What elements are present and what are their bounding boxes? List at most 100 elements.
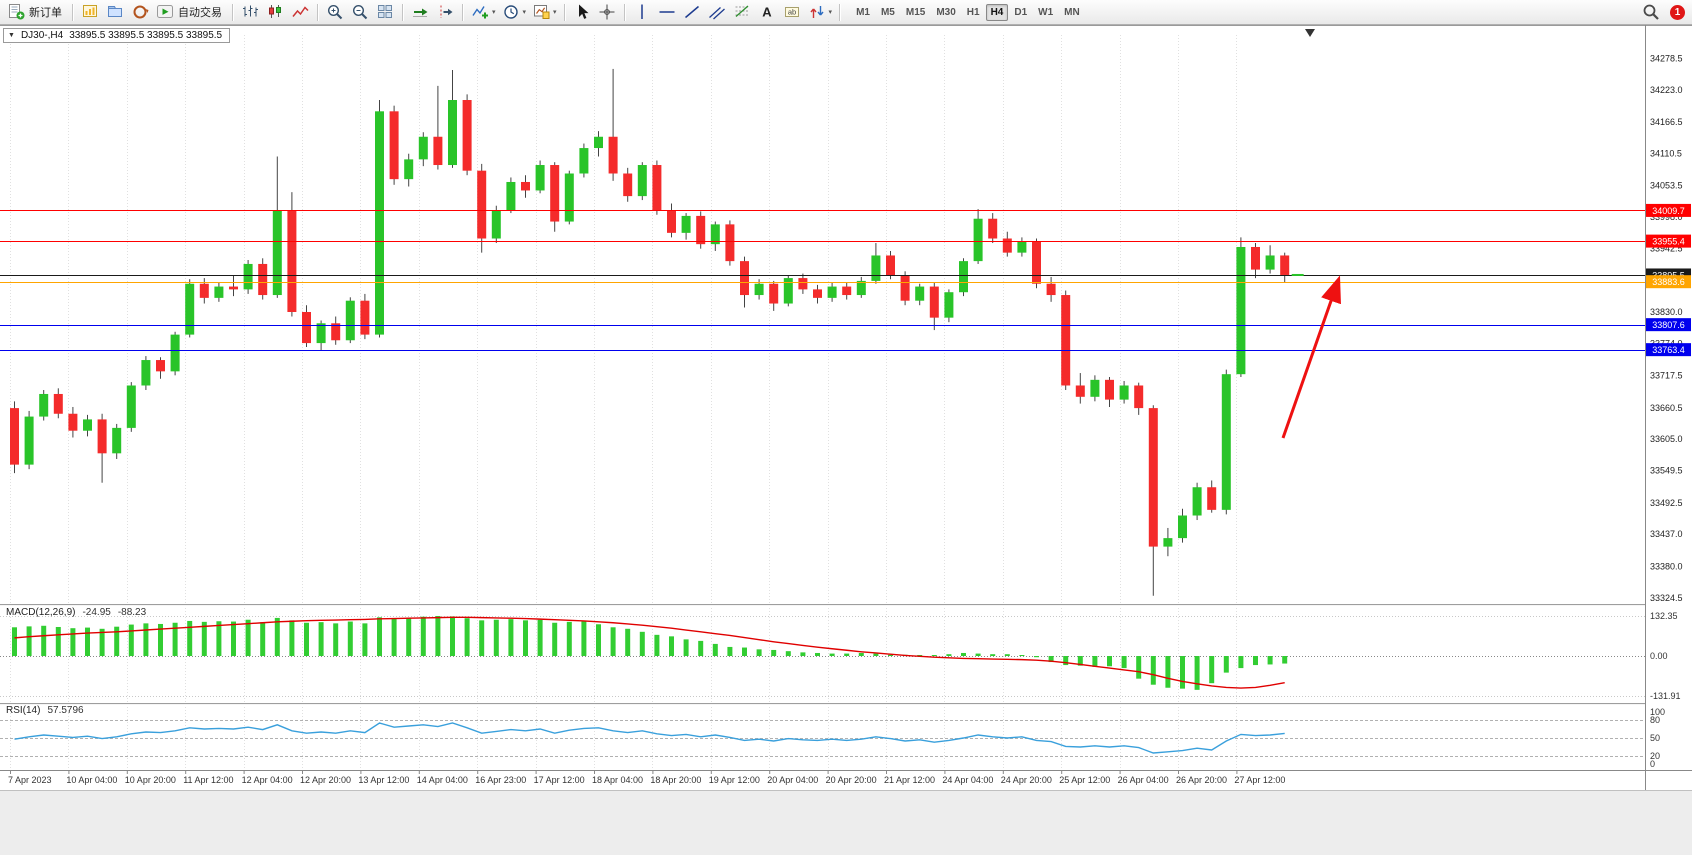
svg-text:33492.5: 33492.5	[1650, 498, 1683, 508]
pivot-line-tag	[1646, 275, 1691, 289]
svg-text:14 Apr 04:00: 14 Apr 04:00	[417, 775, 468, 785]
bars-icon	[241, 3, 260, 21]
periods-button[interactable]: ▾	[499, 1, 530, 24]
svg-text:20: 20	[1650, 751, 1660, 761]
chart-shift-button[interactable]	[433, 1, 458, 24]
time-axis[interactable]: 7 Apr 2023 10 Apr 04:00 10 Apr 20:00 11 Apr…	[8, 770, 1285, 785]
profiles-button[interactable]	[103, 1, 128, 24]
new-order-button[interactable]: 新订单	[4, 1, 68, 24]
svg-text:13 Apr 12:00: 13 Apr 12:00	[358, 775, 409, 785]
macd-name: MACD(12,26,9)	[6, 607, 76, 618]
line-chart-button[interactable]	[288, 1, 313, 24]
indicators-button[interactable]: ▾	[468, 1, 499, 24]
timeframe-w1-button[interactable]: W1	[1038, 6, 1054, 18]
svg-text:25 Apr 12:00: 25 Apr 12:00	[1059, 775, 1110, 785]
new-order-button-label: 新订单	[29, 7, 62, 19]
candlestick-chart-button[interactable]	[263, 1, 288, 24]
cursor-icon	[573, 3, 592, 21]
svg-text:33437.0: 33437.0	[1650, 529, 1683, 539]
channel-icon	[708, 3, 727, 21]
timeframe-group: M1 M5 M15 M30 H1 H4 D1 W1 MN	[851, 3, 1085, 21]
svg-text:33830.0: 33830.0	[1650, 307, 1683, 317]
timeframe-mn-button[interactable]: MN	[1064, 6, 1080, 18]
symbol-ohlc-tab[interactable]: ▼ DJ30-,H4 33895.5 33895.5 33895.5 33895…	[3, 28, 231, 43]
tile-windows-button[interactable]	[373, 1, 398, 24]
templates-button[interactable]: ▾	[529, 1, 560, 24]
rsi-indicator-label: RSI(14) 57.5796	[6, 705, 84, 716]
svg-text:33660.5: 33660.5	[1650, 403, 1683, 413]
dropdown-caret-icon: ▾	[553, 9, 557, 16]
newchart-icon	[81, 3, 100, 21]
svg-text:10 Apr 04:00: 10 Apr 04:00	[66, 775, 117, 785]
macd-indicator-label: MACD(12,26,9) -24.95 -88.23	[6, 607, 146, 618]
svg-text:80: 80	[1650, 715, 1660, 725]
zoom-in-button[interactable]	[323, 1, 348, 24]
svg-text:7 Apr 2023: 7 Apr 2023	[8, 775, 52, 785]
svg-text:34223.0: 34223.0	[1650, 85, 1683, 95]
svg-text:33324.5: 33324.5	[1650, 593, 1683, 603]
svg-text:24 Apr 20:00: 24 Apr 20:00	[1001, 775, 1052, 785]
svg-text:A: A	[762, 5, 772, 20]
zoom-out-button[interactable]	[348, 1, 373, 24]
svg-text:0: 0	[1650, 759, 1655, 769]
linechart-icon	[291, 3, 310, 21]
svg-text:33883.6: 33883.6	[1652, 277, 1685, 287]
text-button[interactable]: A	[755, 1, 780, 24]
horizontal-line-button[interactable]	[655, 1, 680, 24]
price-tags-layer: 34009.733955.433895.533883.633807.633763…	[1646, 203, 1691, 357]
svg-text:12 Apr 04:00: 12 Apr 04:00	[242, 775, 293, 785]
crosshair-icon	[598, 3, 617, 21]
svg-text:17 Apr 12:00: 17 Apr 12:00	[534, 775, 585, 785]
auto-scroll-button[interactable]	[408, 1, 433, 24]
timeframe-m5-button[interactable]: M5	[880, 6, 895, 18]
svg-text:50: 50	[1650, 733, 1660, 743]
arrows-icon	[808, 3, 827, 21]
autotrading-button[interactable]: 自动交易	[153, 1, 228, 24]
trendline-button[interactable]	[680, 1, 705, 24]
chart-background	[0, 25, 1692, 855]
trend-icon	[683, 3, 702, 21]
trend-arrow-annotation[interactable]	[1281, 275, 1341, 439]
toolbar-separator	[623, 3, 626, 21]
chart-canvas[interactable]: 7 Apr 2023 10 Apr 04:00 10 Apr 20:00 11 Apr…	[0, 25, 1692, 855]
notification-badge[interactable]: 1	[1670, 4, 1685, 20]
timeframe-m15-button[interactable]: M15	[905, 6, 926, 18]
new-chart-button[interactable]	[78, 1, 103, 24]
refresh-button[interactable]	[128, 1, 153, 24]
vline-icon	[633, 3, 652, 21]
svg-text:33605.0: 33605.0	[1650, 434, 1683, 444]
svg-text:12 Apr 20:00: 12 Apr 20:00	[300, 775, 351, 785]
cursor-button[interactable]	[570, 1, 595, 24]
toolbar-separator	[317, 3, 319, 21]
macd-signal-value: -88.23	[117, 607, 147, 618]
refresh-icon	[131, 3, 150, 21]
timeframe-d1-button[interactable]: D1	[1014, 6, 1028, 18]
label-icon: ab	[783, 3, 802, 21]
autotrading-button-label: 自动交易	[178, 7, 222, 19]
zoomout-icon	[351, 3, 370, 21]
arrows-button[interactable]: ▾	[805, 1, 836, 24]
svg-text:34110.5: 34110.5	[1650, 148, 1682, 158]
dropdown-caret-icon: ▾	[522, 9, 527, 16]
timeframe-h4-button[interactable]: H4	[985, 3, 1009, 21]
macd-histogram-layer	[12, 616, 1288, 690]
timeframe-m30-button[interactable]: M30	[936, 6, 956, 18]
timeframe-m1-button[interactable]: M1	[856, 6, 870, 18]
bar-chart-button[interactable]	[238, 1, 263, 24]
chart-shift-marker-icon[interactable]	[1305, 29, 1315, 37]
channel-button[interactable]	[705, 1, 730, 24]
timeframe-h1-button[interactable]: H1	[966, 6, 980, 18]
vertical-line-button[interactable]	[630, 1, 655, 24]
svg-text:33763.4: 33763.4	[1652, 345, 1685, 355]
dropdown-caret-icon: ▾	[828, 9, 833, 16]
svg-text:34278.5: 34278.5	[1650, 53, 1683, 63]
svg-text:20 Apr 04:00: 20 Apr 04:00	[767, 775, 818, 785]
search-button[interactable]	[1639, 1, 1664, 24]
zoomin-icon	[326, 3, 345, 21]
svg-text:27 Apr 12:00: 27 Apr 12:00	[1234, 775, 1285, 785]
crosshair-button[interactable]	[595, 1, 620, 24]
svg-text:24 Apr 04:00: 24 Apr 04:00	[942, 775, 993, 785]
text-label-button[interactable]: ab	[780, 1, 805, 24]
price-axis[interactable]: 34278.5 34223.0 34166.5 34110.5 34053.5 33998…	[1645, 25, 1692, 790]
fibonacci-button[interactable]	[730, 1, 755, 24]
